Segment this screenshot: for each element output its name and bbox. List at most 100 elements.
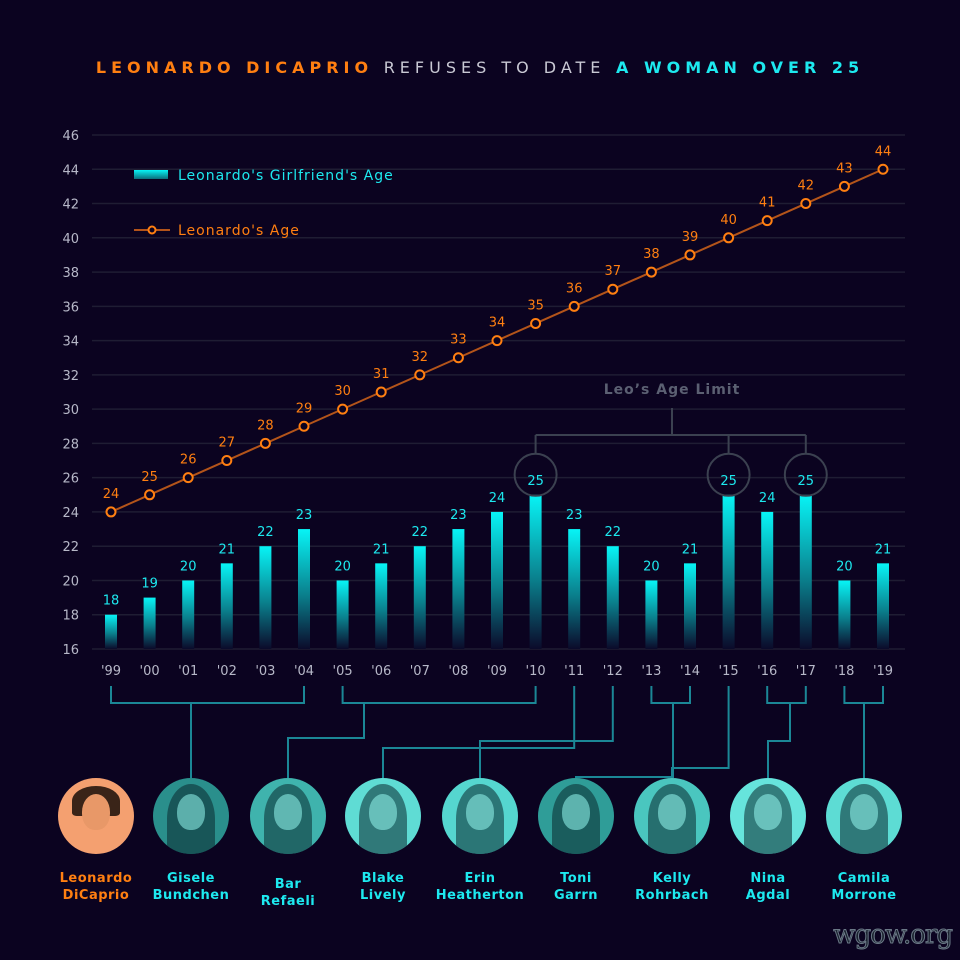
line-point	[607, 283, 619, 295]
age-limit-label: Leo’s Age Limit	[604, 382, 741, 398]
limit-circle	[706, 452, 751, 497]
line-value-label: 25	[141, 470, 158, 485]
x-tick-label: '09	[487, 664, 507, 679]
bar-value-label: 22	[605, 525, 622, 540]
bar	[259, 546, 272, 649]
line-value-label: 24	[103, 487, 120, 502]
limit-circle	[513, 452, 558, 497]
line-point	[182, 472, 194, 484]
line-point	[530, 317, 542, 329]
line-point	[259, 437, 271, 449]
line-point	[877, 163, 889, 175]
person-name: Blake Lively	[333, 870, 433, 904]
person-name: Leonardo DiCaprio	[46, 870, 146, 904]
line-value-label: 31	[373, 367, 390, 382]
line-value-label: 26	[180, 453, 197, 468]
line-point	[491, 335, 503, 347]
y-axis: 16 18 20 22 24 26 28 30 32 34 36 38 40 42 44 46	[62, 129, 79, 658]
line-point	[298, 420, 310, 432]
bracket	[843, 686, 884, 704]
x-tick-label: '03	[255, 664, 275, 679]
line-point	[684, 249, 696, 261]
legend-bar-swatch	[134, 170, 168, 179]
bar-value-label: 22	[257, 525, 274, 540]
bar	[105, 614, 117, 649]
first-name: Camila	[837, 871, 891, 886]
avatar	[826, 778, 902, 854]
x-tick-label: '18	[834, 664, 854, 679]
x-tick-label: '01	[178, 664, 198, 679]
line-value-label: 41	[759, 196, 776, 211]
person-blake: Blake Lively	[333, 778, 433, 904]
bar	[336, 580, 349, 649]
y-tick-label: 40	[62, 232, 79, 247]
chart-title: LEONARDO DICAPRIO REFUSES TO DATE A WOMA…	[0, 58, 960, 77]
y-tick-label: 18	[62, 609, 79, 624]
avatar	[730, 778, 806, 854]
x-tick-label: '10	[526, 664, 546, 679]
line-point	[375, 386, 387, 398]
line-value-label: 37	[605, 264, 622, 279]
line-value-label: 38	[643, 247, 660, 262]
line-value-label: 43	[836, 161, 853, 176]
bar	[606, 546, 619, 649]
connector	[671, 686, 730, 778]
bar	[143, 597, 156, 649]
first-name: Blake	[361, 871, 405, 886]
avatar	[58, 778, 134, 854]
bar-value-label: 25	[527, 474, 544, 489]
line-point	[221, 455, 233, 467]
bar-value-label: 25	[720, 474, 737, 489]
x-tick-label: '04	[294, 664, 314, 679]
y-tick-label: 28	[62, 437, 79, 452]
bar	[568, 529, 581, 649]
bar-value-label: 21	[682, 542, 699, 557]
y-tick-label: 38	[62, 266, 79, 281]
person-name: Nina Agdal	[718, 870, 818, 904]
person-bar: Bar Refaeli	[238, 778, 338, 910]
line-point	[144, 489, 156, 501]
line-value-label: 28	[257, 418, 274, 433]
x-tick-label: '19	[873, 664, 893, 679]
title-part-leo: LEONARDO DICAPRIO	[95, 58, 374, 77]
last-name: Agdal	[745, 888, 791, 903]
x-tick-label: '99	[101, 664, 121, 679]
limit-circle	[783, 452, 828, 497]
y-tick-label: 16	[62, 643, 79, 658]
x-axis: '99 '00 '01 '02 '03 '04 '05 '06 '07 '08 '09 '10 '11 '…	[101, 664, 893, 679]
bar-value-label: 21	[219, 542, 236, 557]
y-tick-label: 44	[62, 163, 79, 178]
y-tick-label: 32	[62, 369, 79, 384]
y-tick-label: 22	[62, 540, 79, 555]
title-part-middle: REFUSES TO DATE	[383, 58, 606, 77]
bar	[684, 563, 696, 649]
first-name: Gisele	[167, 871, 215, 886]
person-toni: Toni Garrn	[526, 778, 626, 904]
first-name: Bar	[274, 877, 302, 892]
bar-value-label: 25	[798, 474, 815, 489]
bracket	[766, 686, 807, 704]
bracket	[341, 686, 537, 704]
last-name: Heatherton	[435, 888, 525, 903]
bar	[761, 511, 774, 649]
line-value-label: 44	[875, 144, 892, 159]
x-tick-label: '15	[719, 664, 739, 679]
last-name: Refaeli	[260, 894, 316, 909]
y-tick-label: 26	[62, 472, 79, 487]
last-name: Morrone	[831, 888, 897, 903]
y-tick-label: 20	[62, 574, 79, 589]
x-tick-label: '08	[448, 664, 468, 679]
bar-series: 18 19 20 21 22 23 20 21 22 23 24 25 23 22 20 21 25 24 25 20…	[103, 474, 891, 649]
bar	[182, 580, 195, 649]
bracket	[650, 686, 691, 704]
bar	[491, 511, 503, 649]
first-name: Kelly	[652, 871, 692, 886]
bar	[645, 580, 658, 649]
bar	[799, 494, 812, 649]
avatar	[250, 778, 326, 854]
line-point	[568, 300, 580, 312]
last-name: Bundchen	[152, 888, 230, 903]
person-nina: Nina Agdal	[718, 778, 818, 904]
bar	[375, 563, 388, 649]
